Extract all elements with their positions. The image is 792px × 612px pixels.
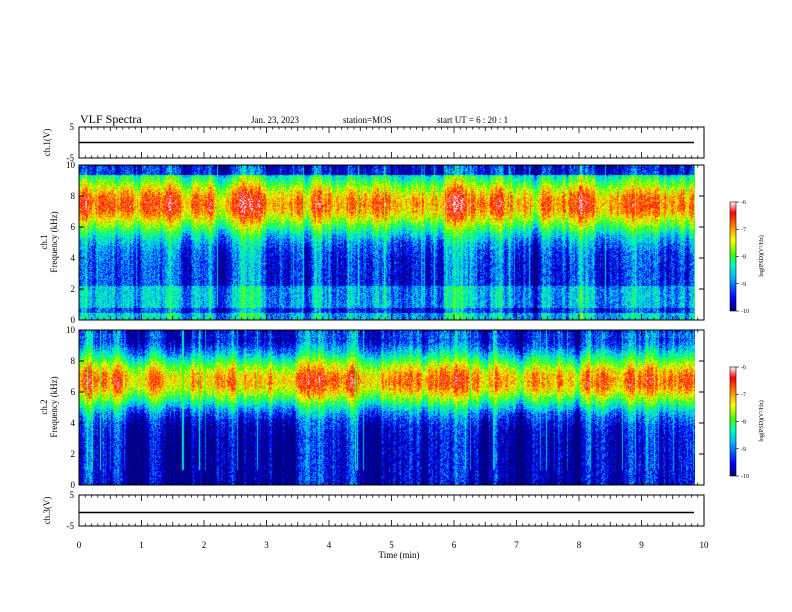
ch1-colorbar-tick-label: -7 — [741, 227, 746, 233]
ch2-spectrogram-ytick-label: 10 — [66, 325, 76, 335]
ch1-colorbar — [729, 201, 737, 312]
ch1-voltage-ylabel: ch.1(V) — [42, 129, 52, 157]
ch1-colorbar-tick-label: -9 — [741, 282, 746, 288]
time-tick-label: 8 — [577, 540, 582, 550]
ch1-spectrogram-ytick-label: 10 — [66, 160, 76, 170]
ch2-spectrogram-panel: 0 2 4 6 8 10 ch.2 Frequency (kHz) -6 -7 -8 -9 -10… — [39, 325, 765, 490]
ch2-spectrogram-ytick-label: 4 — [71, 418, 76, 428]
ch1-colorbar-tick-label: -10 — [741, 309, 749, 315]
time-axis-label: Time (min) — [379, 550, 420, 560]
time-tick-label: 6 — [452, 540, 457, 550]
ch2-spectrogram-ylabel-frequency: Frequency (kHz) — [49, 376, 59, 437]
ch1-voltage-ytick-top: 5 — [70, 122, 75, 132]
time-tick-label: 3 — [264, 540, 269, 550]
time-tick-label: 10 — [700, 540, 710, 550]
time-axis-ticks — [78, 127, 705, 526]
ch3-voltage-ytick-bottom: -5 — [67, 521, 75, 531]
station-label: station=MOS — [343, 115, 392, 125]
start-time-label: start UT = 6 : 20 : 1 — [437, 115, 508, 125]
figure-title: VLF Spectra — [80, 112, 142, 126]
ch1-spectrogram-ylabel-channel: ch.1 — [39, 234, 49, 249]
ch2-colorbar-tick-label: -6 — [741, 365, 746, 371]
ch2-colorbar-tick-label: -8 — [741, 420, 746, 426]
ch3-voltage-ytick-top: 5 — [70, 490, 75, 500]
ch1-spectrogram-ytick-label: 0 — [71, 315, 76, 325]
ch2-colorbar-tick-label: -10 — [741, 474, 749, 480]
spec1-raster — [79, 165, 695, 320]
ch1-spectrogram-ytick-label: 4 — [71, 253, 76, 263]
ch1-spectrogram-yticks: 0 2 4 6 8 10 — [66, 160, 704, 325]
time-tick-label: 1 — [139, 540, 144, 550]
ch2-colorbar-ticks: -6 -7 -8 -9 -10 — [736, 365, 749, 480]
time-tick-label: 4 — [327, 540, 332, 550]
date-label: Jan. 23, 2023 — [251, 115, 299, 125]
spec2-raster — [79, 330, 695, 485]
ch2-spectrogram-ylabel-channel: ch.2 — [39, 399, 49, 414]
ch1-spectrogram-ytick-label: 8 — [71, 191, 76, 201]
time-tick-label: 5 — [389, 540, 394, 550]
ch1-spectrogram-ytick-label: 6 — [71, 222, 76, 232]
ch2-colorbar-tick-label: -9 — [741, 447, 746, 453]
ch2-spectrogram-yticks: 0 2 4 6 8 10 — [66, 325, 704, 490]
ch2-spectrogram-ytick-label: 6 — [71, 387, 76, 397]
ch1-voltage-ytick-bottom: -5 — [67, 153, 75, 163]
ch2-colorbar-tick-label: -7 — [741, 392, 746, 398]
ch1-spectrogram-ylabel-frequency: Frequency (kHz) — [49, 211, 59, 272]
time-tick-label: 2 — [202, 540, 207, 550]
time-tick-label: 7 — [514, 540, 519, 550]
ch2-colorbar-label: log(PSD)(V²/Hz) — [758, 400, 765, 441]
time-tick-label: 9 — [639, 540, 644, 550]
ch1-spectrogram-ytick-label: 2 — [71, 284, 76, 294]
time-tick-label: 0 — [77, 540, 82, 550]
ch3-voltage-ylabel: ch.3(V) — [42, 497, 52, 525]
ch1-colorbar-ticks: -6 -7 -8 -9 -10 — [736, 200, 749, 315]
ch1-colorbar-label: log(PSD)(V²/Hz) — [758, 235, 765, 276]
ch2-spectrogram-ytick-label: 8 — [71, 356, 76, 366]
ch2-spectrogram-ytick-label: 2 — [71, 449, 76, 459]
ch1-colorbar-tick-label: -6 — [741, 200, 746, 206]
ch1-spectrogram-image — [79, 165, 695, 320]
ch2-spectrogram-image — [79, 330, 695, 485]
ch1-colorbar-tick-label: -8 — [741, 255, 746, 261]
time-axis-tick-labels: 0 1 2 3 4 5 6 7 8 9 10 — [77, 540, 709, 550]
ch2-spectrogram-ytick-label: 0 — [71, 480, 76, 490]
ch2-colorbar — [729, 366, 737, 477]
ch1-spectrogram-panel: 0 2 4 6 8 10 ch.1 Frequency (kHz) -6 -7 -8 -9 -10… — [39, 160, 765, 325]
